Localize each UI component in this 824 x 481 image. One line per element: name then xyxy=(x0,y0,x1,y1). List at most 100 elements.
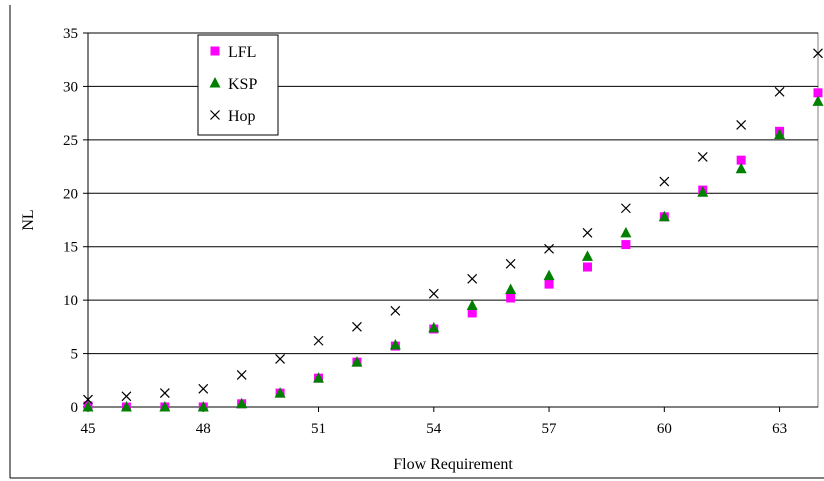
data-point-hop xyxy=(390,305,401,316)
x-marker-stroke xyxy=(467,273,478,284)
data-point-ksp xyxy=(466,299,478,310)
y-tick-label: 25 xyxy=(63,133,78,149)
x-marker-stroke xyxy=(544,243,554,254)
x-tick-label: 45 xyxy=(81,421,96,437)
y-tick-label: 30 xyxy=(63,79,78,95)
x-marker-stroke xyxy=(620,203,631,214)
data-point-ksp xyxy=(82,401,94,412)
x-marker-stroke xyxy=(774,86,785,97)
x-tick-label: 57 xyxy=(542,421,558,437)
data-point-lfl xyxy=(813,88,823,98)
data-point-hop xyxy=(544,243,554,254)
legend-label-hop: Hop xyxy=(228,108,256,125)
legend-label-lfl: LFL xyxy=(228,44,256,61)
series-hop xyxy=(83,48,823,405)
data-point-lfl xyxy=(467,308,477,318)
tick-labels: 0 5 10 15 20 25 30 35 45 48 51 54 57 60 63 xyxy=(63,26,787,437)
x-tick-label: 63 xyxy=(772,421,787,437)
data-point-ksp xyxy=(351,356,363,367)
data-point-ksp xyxy=(620,226,632,238)
data-point-ksp xyxy=(389,339,401,350)
data-point-hop xyxy=(428,288,439,299)
data-point-ksp xyxy=(428,321,440,333)
data-point-hop xyxy=(774,86,785,97)
data-point-ksp xyxy=(274,387,286,398)
x-axis-label: Flow Requirement xyxy=(393,456,513,473)
data-point-ksp xyxy=(658,210,670,222)
x-marker-stroke xyxy=(83,394,93,405)
x-marker-stroke xyxy=(121,391,132,402)
x-marker-stroke xyxy=(736,119,747,130)
data-point-lfl xyxy=(544,279,554,289)
x-marker-stroke xyxy=(210,110,220,120)
series-ksp xyxy=(82,95,824,412)
y-tick-label: 5 xyxy=(71,347,79,363)
legend: LFL KSP Hop xyxy=(197,34,279,136)
x-marker-stroke xyxy=(275,353,286,364)
data-point-hop xyxy=(467,273,478,284)
x-marker-stroke xyxy=(352,321,362,332)
y-tick-label: 20 xyxy=(63,186,78,202)
data-point-hop xyxy=(659,176,670,187)
axes xyxy=(83,32,818,412)
data-point-lfl xyxy=(736,155,746,165)
y-tick-label: 35 xyxy=(63,26,78,42)
data-point-ksp xyxy=(313,372,325,383)
data-point-hop xyxy=(352,321,362,332)
data-point-ksp xyxy=(812,95,824,106)
data-point-ksp xyxy=(159,401,171,412)
data-point-lfl xyxy=(621,240,631,250)
data-point-hop xyxy=(121,391,132,402)
x-marker-stroke xyxy=(236,370,247,380)
data-point-ksp xyxy=(120,401,132,412)
data-point-ksp xyxy=(581,250,593,261)
x-marker-stroke xyxy=(582,227,593,238)
x-marker-stroke xyxy=(659,176,670,187)
data-points xyxy=(82,48,824,412)
data-point-ksp xyxy=(236,397,248,409)
data-point-hop xyxy=(313,335,324,346)
data-point-hop xyxy=(236,370,247,380)
data-point-hop xyxy=(505,258,516,269)
legend-marker-ksp xyxy=(209,77,221,88)
legend-marker-lfl xyxy=(210,46,220,56)
data-point-hop xyxy=(582,227,593,238)
x-marker-stroke xyxy=(159,388,170,399)
legend-label-ksp: KSP xyxy=(228,76,257,93)
data-point-hop xyxy=(813,48,823,59)
x-marker-stroke xyxy=(813,48,823,59)
data-point-hop xyxy=(159,388,170,399)
x-marker-stroke xyxy=(390,305,401,316)
legend-marker-hop xyxy=(210,110,220,120)
y-tick-label: 10 xyxy=(63,293,78,309)
y-axis-label: NL xyxy=(20,209,37,230)
data-point-hop xyxy=(198,383,209,394)
data-point-hop xyxy=(83,394,93,405)
data-point-hop xyxy=(620,203,631,214)
data-point-hop xyxy=(697,152,708,162)
data-point-ksp xyxy=(505,283,517,294)
series-lfl xyxy=(83,88,823,412)
data-point-ksp xyxy=(697,186,709,197)
x-tick-label: 48 xyxy=(196,421,211,437)
data-point-ksp xyxy=(774,128,786,140)
x-tick-label: 60 xyxy=(657,421,672,437)
data-point-ksp xyxy=(197,401,209,412)
x-marker-stroke xyxy=(198,383,209,394)
data-point-ksp xyxy=(735,162,747,174)
data-point-hop xyxy=(275,353,286,364)
x-marker-stroke xyxy=(428,288,439,299)
x-marker-stroke xyxy=(697,152,708,162)
x-tick-label: 51 xyxy=(311,421,326,437)
data-point-lfl xyxy=(506,293,516,303)
y-tick-label: 0 xyxy=(71,400,79,416)
y-tick-label: 15 xyxy=(63,240,78,256)
x-marker-stroke xyxy=(505,258,516,269)
x-marker-stroke xyxy=(313,335,324,346)
data-point-ksp xyxy=(543,269,555,281)
data-point-hop xyxy=(736,119,747,130)
x-tick-label: 54 xyxy=(426,421,442,437)
data-point-lfl xyxy=(582,262,592,272)
